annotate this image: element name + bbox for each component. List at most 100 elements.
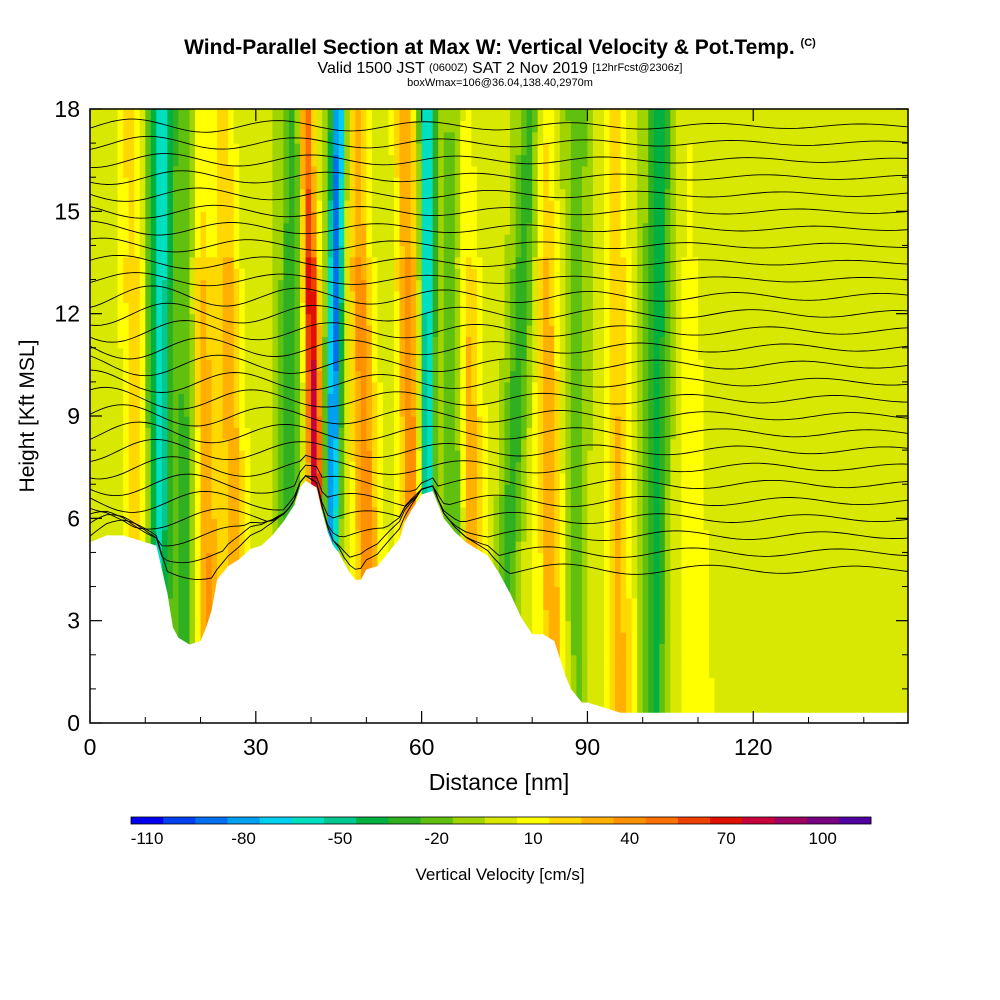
- w-cell: [239, 290, 246, 303]
- w-cell: [504, 461, 511, 474]
- w-cell: [117, 211, 124, 224]
- w-cell: [288, 143, 296, 156]
- w-cell: [206, 290, 213, 303]
- w-cell: [355, 427, 362, 440]
- w-cell: [532, 586, 539, 599]
- w-cell: [427, 325, 434, 338]
- w-cell: [250, 109, 257, 121]
- w-cell: [294, 177, 301, 190]
- w-cell: [300, 199, 307, 212]
- w-cell: [294, 461, 301, 474]
- w-cell: [537, 506, 544, 519]
- w-cell: [145, 268, 152, 281]
- w-cell: [217, 541, 224, 554]
- w-cell: [427, 450, 434, 463]
- w-cell: [427, 143, 434, 156]
- w-cell: [338, 472, 345, 485]
- w-cell: [570, 256, 577, 269]
- w-cell: [128, 336, 135, 349]
- w-cell: [454, 450, 461, 463]
- w-cell: [405, 427, 412, 440]
- w-cell: [167, 495, 174, 508]
- w-cell: [300, 302, 307, 315]
- w-cell: [101, 416, 108, 428]
- w-cell: [548, 109, 555, 121]
- w-cell: [454, 347, 461, 360]
- w-cell: [90, 268, 97, 281]
- w-cell: [327, 404, 334, 417]
- w-cell: [554, 359, 561, 372]
- w-cell: [581, 506, 589, 519]
- w-cell: [521, 279, 528, 292]
- w-cell: [576, 131, 583, 144]
- w-cell: [322, 506, 329, 519]
- w-cell: [454, 427, 461, 440]
- w-cell: [244, 438, 251, 451]
- w-cell: [239, 359, 246, 372]
- w-cell: [371, 416, 379, 428]
- w-cell: [244, 120, 251, 133]
- w-cell: [167, 541, 174, 554]
- w-cell: [366, 416, 373, 428]
- w-cell: [244, 290, 251, 303]
- w-cell: [183, 211, 191, 224]
- w-cell: [360, 290, 367, 303]
- w-cell: [559, 325, 566, 338]
- w-cell: [504, 450, 511, 463]
- w-cell: [554, 143, 561, 156]
- w-cell: [504, 347, 511, 360]
- w-cell: [377, 211, 384, 224]
- w-cell: [543, 177, 550, 190]
- w-cell: [156, 165, 163, 178]
- w-cell: [410, 245, 417, 258]
- w-cell: [393, 165, 401, 178]
- w-cell: [427, 177, 434, 190]
- w-cell: [465, 154, 472, 167]
- w-cell: [526, 506, 533, 519]
- w-cell: [416, 109, 423, 121]
- w-cell: [432, 177, 439, 190]
- w-cell: [421, 313, 428, 326]
- w-cell: [504, 154, 511, 167]
- w-cell: [316, 131, 323, 144]
- w-cell: [172, 347, 180, 360]
- w-cell: [300, 165, 307, 178]
- w-cell: [211, 120, 218, 133]
- w-cell: [360, 529, 367, 542]
- w-cell: [200, 597, 207, 610]
- w-cell: [443, 393, 450, 406]
- w-cell: [371, 325, 379, 338]
- w-cell: [233, 302, 240, 315]
- w-cell: [277, 245, 285, 258]
- w-cell: [388, 188, 395, 201]
- w-cell: [449, 359, 456, 372]
- w-cell: [266, 256, 273, 269]
- w-cell: [554, 427, 561, 440]
- w-cell: [537, 211, 544, 224]
- w-cell: [211, 416, 218, 428]
- w-cell: [526, 416, 533, 428]
- w-cell: [206, 143, 213, 156]
- w-cell: [576, 541, 583, 554]
- w-cell: [134, 188, 141, 201]
- w-cell: [521, 495, 528, 508]
- w-cell: [145, 336, 152, 349]
- w-cell: [101, 313, 108, 326]
- w-cell: [178, 609, 185, 622]
- w-cell: [432, 302, 439, 315]
- w-cell: [598, 620, 605, 633]
- w-cell: [200, 313, 207, 326]
- w-cell: [355, 268, 362, 281]
- w-cell: [172, 131, 180, 144]
- w-cell: [360, 381, 367, 394]
- w-cell: [294, 336, 301, 349]
- w-cell: [487, 109, 495, 121]
- w-cell: [283, 381, 290, 394]
- w-cell: [559, 143, 566, 156]
- w-cell: [532, 211, 539, 224]
- w-cell: [266, 529, 273, 542]
- w-cell: [393, 131, 401, 144]
- w-cell: [443, 416, 450, 428]
- w-cell: [283, 427, 290, 440]
- w-cell: [559, 597, 566, 610]
